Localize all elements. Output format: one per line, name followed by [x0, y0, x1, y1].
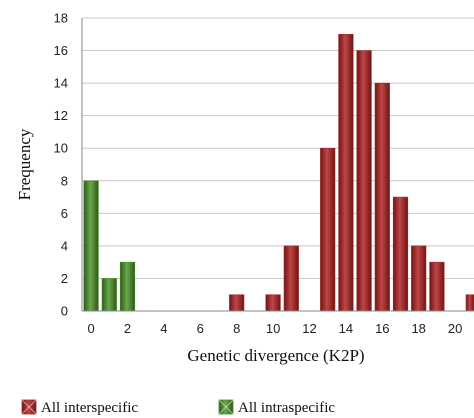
bar: [320, 147, 336, 312]
bar: [119, 261, 136, 312]
x-tick-label: 6: [197, 321, 204, 336]
x-tick-label: 0: [87, 321, 94, 336]
bar: [411, 245, 427, 312]
x-tick-label: 14: [339, 321, 353, 336]
bar: [465, 294, 474, 312]
bar: [229, 294, 245, 312]
y-tick-label: 10: [54, 141, 68, 156]
x-tick-label: 2: [124, 321, 131, 336]
x-tick-label: 8: [233, 321, 240, 336]
y-tick-label: 12: [54, 108, 68, 123]
y-tick-label: 8: [61, 173, 68, 188]
bar: [101, 278, 117, 312]
y-tick-label: 16: [54, 43, 68, 58]
bar: [392, 196, 409, 312]
x-tick-label: 16: [375, 321, 389, 336]
y-tick-label: 18: [54, 11, 68, 26]
legend-swatch-mark: [218, 399, 234, 415]
y-tick-label: 2: [61, 271, 68, 286]
x-tick-label: 12: [302, 321, 316, 336]
bar: [83, 180, 99, 312]
bar: [429, 261, 445, 312]
x-tick-label: 18: [411, 321, 425, 336]
y-tick-label: 0: [61, 304, 68, 319]
x-tick-label: 10: [266, 321, 280, 336]
bar: [265, 294, 281, 312]
bar: [283, 245, 299, 312]
y-tick-label: 4: [61, 238, 68, 253]
y-axis-title: Frequency: [15, 128, 34, 200]
legend-label: All intraspecific: [238, 400, 335, 416]
legend: All interspecific All intraspecific: [21, 399, 335, 416]
legend-label: All interspecific: [41, 400, 138, 416]
x-axis-title: Genetic divergence (K2P): [187, 346, 364, 365]
x-tick-label: 20: [448, 321, 462, 336]
y-axis-ticks: 0 2 4 6 8 10 12 14 16 18: [54, 11, 68, 319]
y-tick-label: 6: [61, 206, 68, 221]
bars: [83, 33, 474, 312]
bar: [338, 33, 354, 312]
y-tick-label: 14: [54, 76, 68, 91]
x-axis-ticks: 0 2 4 6 8 10 12 14 16 18 20: [87, 321, 462, 336]
x-tick-label: 4: [160, 321, 167, 336]
bar: [374, 82, 390, 312]
bar: [356, 50, 372, 312]
legend-swatch-mark: [21, 399, 37, 415]
gridlines: [82, 17, 474, 279]
